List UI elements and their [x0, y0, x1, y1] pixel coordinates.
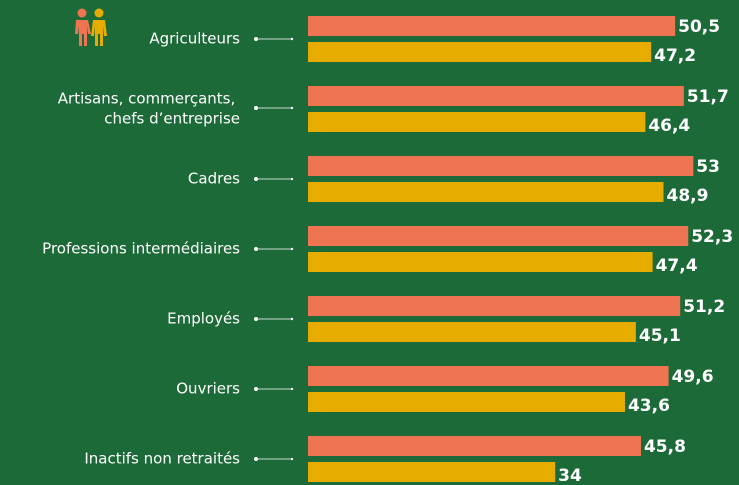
bar [308, 16, 676, 36]
value-label: 52,3 [691, 227, 733, 247]
connector-dot [254, 457, 258, 461]
connector-dot [290, 457, 294, 461]
bar [308, 182, 664, 202]
connector-dot [290, 247, 294, 251]
connector-dot [254, 177, 258, 181]
value-label: 49,6 [672, 367, 714, 387]
people-icon [75, 8, 107, 46]
category-label: Employés [167, 310, 240, 328]
category-label: Professions intermédiaires [42, 240, 240, 258]
bar [308, 226, 689, 246]
bar [308, 462, 556, 482]
value-label: 47,4 [656, 256, 698, 276]
bar [308, 436, 641, 456]
category-label: Artisans, commerçants, chefs d’entrepris… [58, 89, 240, 127]
value-label: 48,9 [667, 186, 709, 206]
connector-dot [254, 387, 258, 391]
bar [308, 86, 684, 106]
bar [308, 252, 653, 272]
value-label: 51,7 [687, 87, 729, 107]
value-label: 50,5 [678, 17, 720, 37]
value-label: 53 [696, 157, 720, 177]
connector-dot [290, 387, 294, 391]
value-label: 45,8 [644, 437, 686, 457]
category-label: Ouvriers [176, 380, 240, 398]
bar [308, 392, 625, 412]
value-label: 45,1 [639, 326, 681, 346]
value-label: 51,2 [683, 297, 725, 317]
connector-dot [254, 37, 258, 41]
bar [308, 112, 646, 132]
connector-dot [290, 317, 294, 321]
bar [308, 156, 694, 176]
value-label: 43,6 [628, 396, 670, 416]
connector-dot [290, 177, 294, 181]
connector-dot [290, 106, 294, 110]
category-label: Cadres [188, 170, 240, 188]
category-label: Agriculteurs [149, 30, 240, 48]
connector-dot [254, 106, 258, 110]
connector-dot [254, 317, 258, 321]
bar [308, 296, 681, 316]
connector-dot [290, 37, 294, 41]
bar [308, 42, 652, 62]
connector-dot [254, 247, 258, 251]
category-label: Inactifs non retraités [84, 450, 240, 468]
bar [308, 322, 636, 342]
value-label: 46,4 [648, 116, 690, 136]
value-label: 47,2 [654, 46, 696, 66]
bar [308, 366, 669, 386]
value-label: 34 [558, 466, 582, 485]
